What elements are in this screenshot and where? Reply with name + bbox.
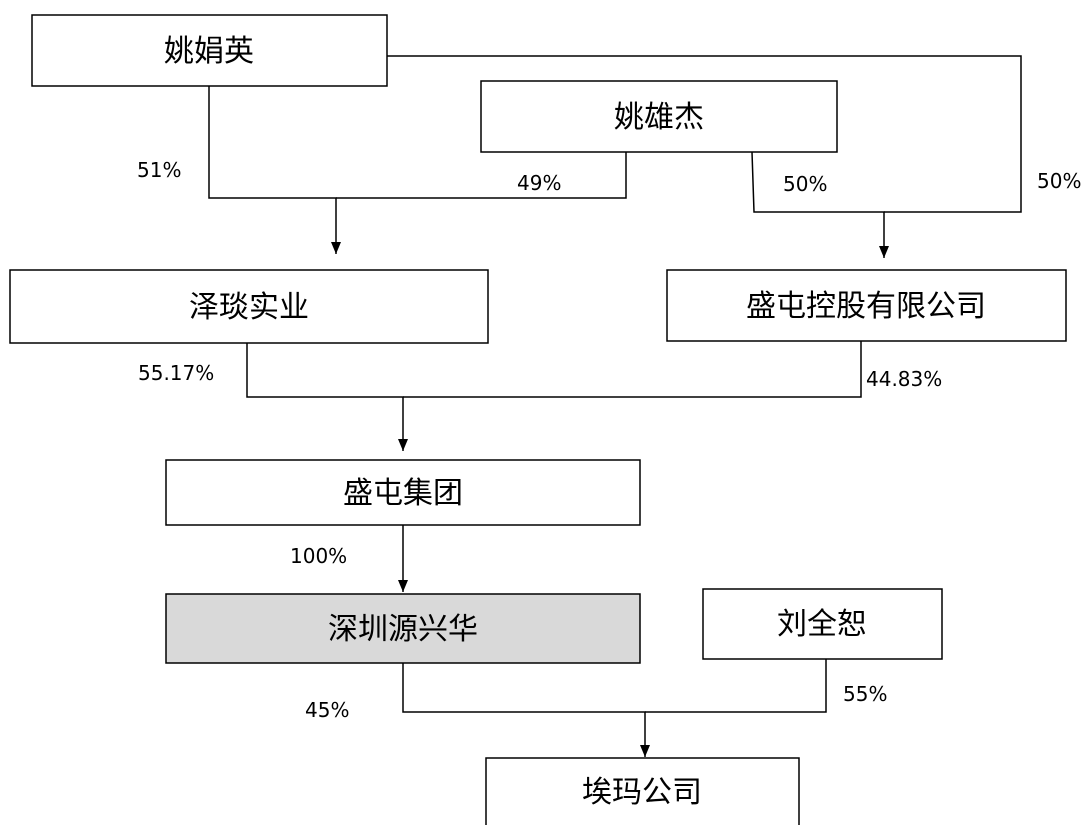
edge-xiongjie-to-zetan bbox=[336, 152, 627, 199]
share-label-juanying-holdings: 50% bbox=[1037, 169, 1081, 193]
node-label: 刘全恕 bbox=[777, 607, 867, 642]
node-zetan: 泽琰实业 bbox=[9, 269, 489, 344]
connector-lines bbox=[208, 55, 1022, 757]
share-label-xiongjie-holdings: 50% bbox=[783, 172, 827, 196]
edge-zetan-to-group bbox=[246, 343, 408, 451]
node-shengtun-holdings: 盛屯控股有限公司 bbox=[666, 269, 1067, 342]
node-yao-juanying: 姚娟英 bbox=[31, 14, 388, 87]
edge-holdings-to-group bbox=[403, 341, 862, 398]
node-label: 深圳源兴华 bbox=[328, 612, 478, 647]
edge-juanying-to-zetan bbox=[208, 86, 341, 254]
share-label-zetan-group: 55.17% bbox=[138, 361, 214, 385]
shareholding-labels: 51% 49% 50% 50% 55.17% 44.83% 100% 45% 5… bbox=[137, 158, 1081, 722]
share-label-group-yuanxinghua: 100% bbox=[290, 544, 347, 568]
node-liu-quanshu: 刘全恕 bbox=[702, 588, 943, 660]
edge-liu-to-aima bbox=[645, 659, 827, 713]
edge-yuanxinghua-to-aima bbox=[402, 663, 650, 757]
node-label: 埃玛公司 bbox=[582, 775, 702, 810]
node-aima: 埃玛公司 bbox=[485, 757, 800, 825]
share-label-holdings-group: 44.83% bbox=[866, 367, 942, 391]
node-label: 盛屯控股有限公司 bbox=[746, 289, 986, 324]
node-label: 姚雄杰 bbox=[614, 100, 704, 135]
node-label: 盛屯集团 bbox=[343, 476, 463, 511]
node-label: 泽琰实业 bbox=[189, 290, 309, 325]
edge-juanying-to-holdings bbox=[387, 55, 1022, 213]
share-label-liu-aima: 55% bbox=[843, 682, 887, 706]
node-shenzhen-yuanxinghua: 深圳源兴华 bbox=[165, 593, 641, 664]
node-label: 姚娟英 bbox=[164, 34, 254, 69]
edge-xiongjie-to-holdings bbox=[751, 151, 889, 258]
node-shengtun-group: 盛屯集团 bbox=[165, 459, 641, 526]
share-label-xiongjie-zetan: 49% bbox=[517, 171, 561, 195]
share-label-yuanxinghua-aima: 45% bbox=[305, 698, 349, 722]
share-label-juanying-zetan: 51% bbox=[137, 158, 181, 182]
node-yao-xiongjie: 姚雄杰 bbox=[480, 80, 838, 153]
